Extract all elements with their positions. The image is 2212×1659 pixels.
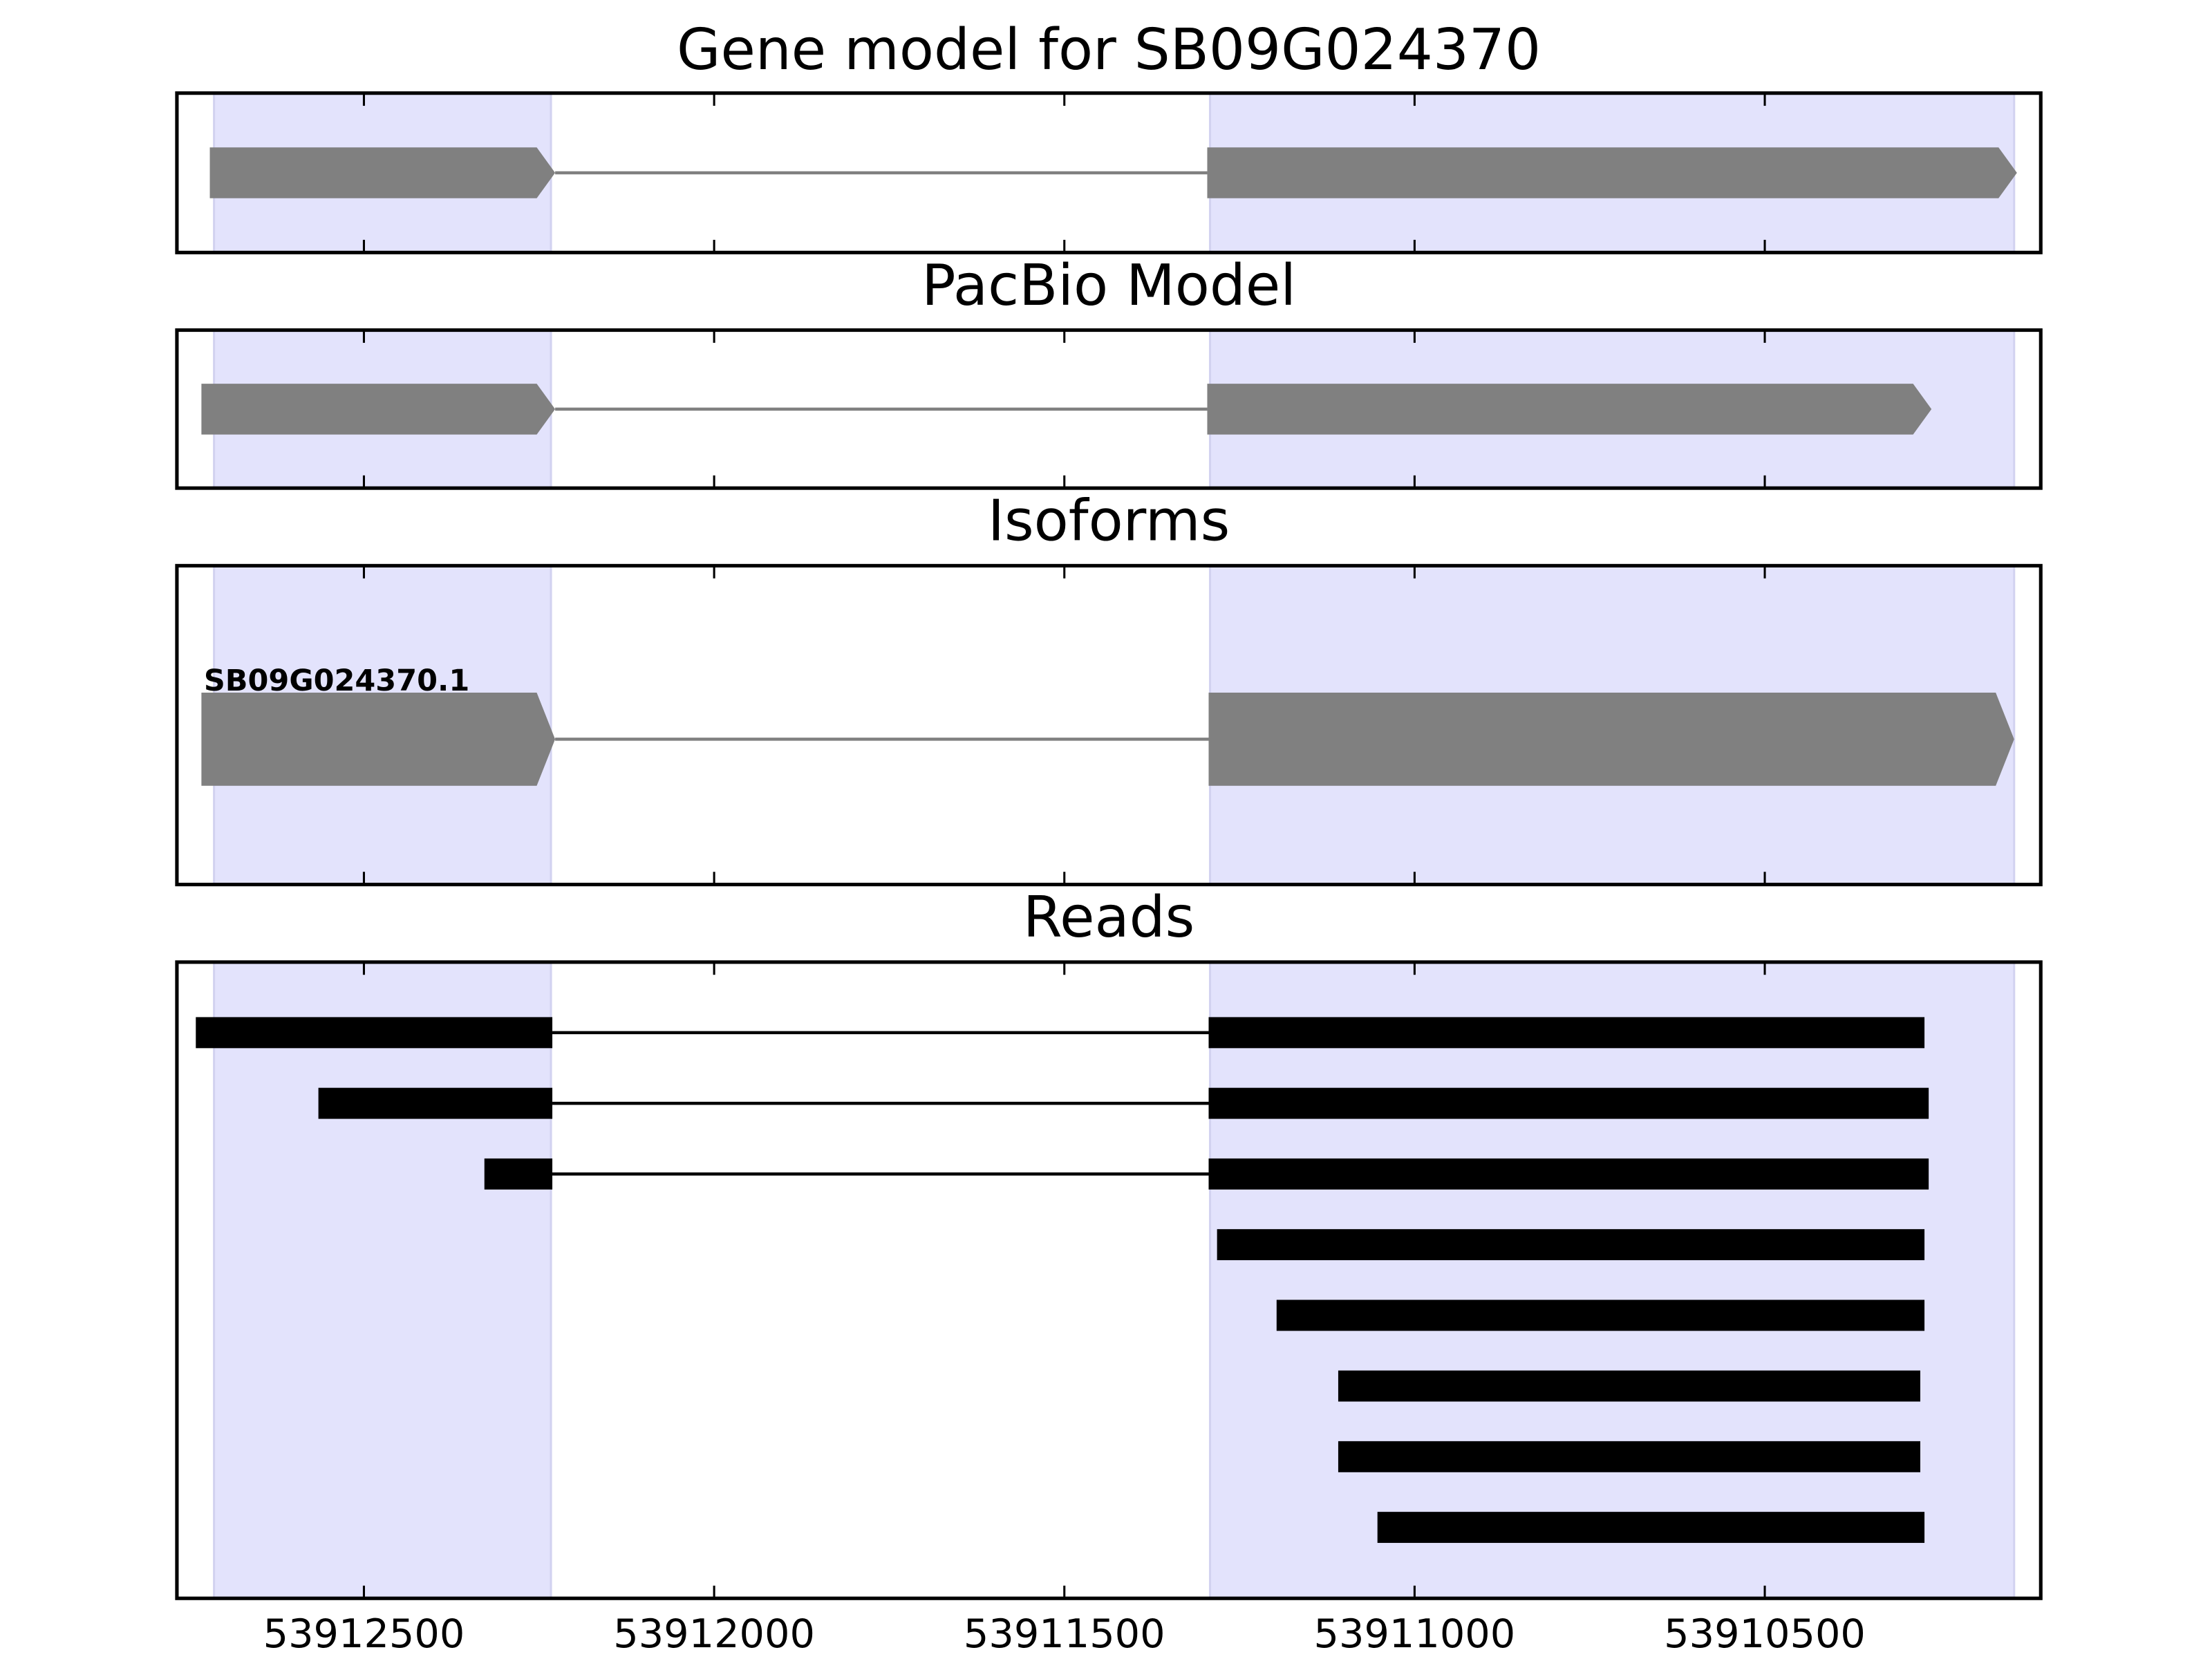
x-tick-label: 53912500 bbox=[263, 1611, 465, 1657]
exon-highlight bbox=[1208, 961, 2016, 1600]
axes-frame bbox=[175, 563, 2043, 887]
isoform-label: SB09G024370.1 bbox=[204, 664, 469, 698]
read-block bbox=[318, 1087, 553, 1119]
exon bbox=[1207, 147, 2017, 198]
read-block bbox=[1208, 1158, 1929, 1190]
read-block bbox=[1208, 1087, 1929, 1119]
read-block bbox=[196, 1017, 553, 1049]
x-tick-label: 53910500 bbox=[1664, 1611, 1866, 1657]
axes-frame bbox=[175, 960, 2043, 1600]
panel-title: PacBio Model bbox=[921, 253, 1296, 319]
exon bbox=[209, 147, 556, 198]
exon bbox=[201, 384, 556, 435]
read-block bbox=[1377, 1512, 1925, 1544]
axes-frame bbox=[175, 328, 2043, 490]
read-block bbox=[1276, 1300, 1925, 1331]
exon bbox=[201, 693, 556, 786]
exon bbox=[1208, 693, 2014, 786]
panel-title: Gene model for SB09G024370 bbox=[677, 17, 1541, 83]
x-tick-label: 53911000 bbox=[1314, 1611, 1516, 1657]
x-tick-label: 53912000 bbox=[613, 1611, 815, 1657]
read-block bbox=[1338, 1370, 1920, 1402]
exon bbox=[1207, 384, 1932, 435]
read-block bbox=[1208, 1017, 1925, 1049]
read-block bbox=[484, 1158, 553, 1190]
axes-frame bbox=[175, 91, 2043, 254]
read-block bbox=[1338, 1441, 1920, 1472]
x-tick-label: 53911500 bbox=[964, 1611, 1165, 1657]
panel-title: Reads bbox=[1023, 885, 1194, 950]
panel-title: Isoforms bbox=[988, 489, 1230, 554]
exon-highlight bbox=[213, 961, 552, 1600]
read-block bbox=[1217, 1229, 1925, 1261]
